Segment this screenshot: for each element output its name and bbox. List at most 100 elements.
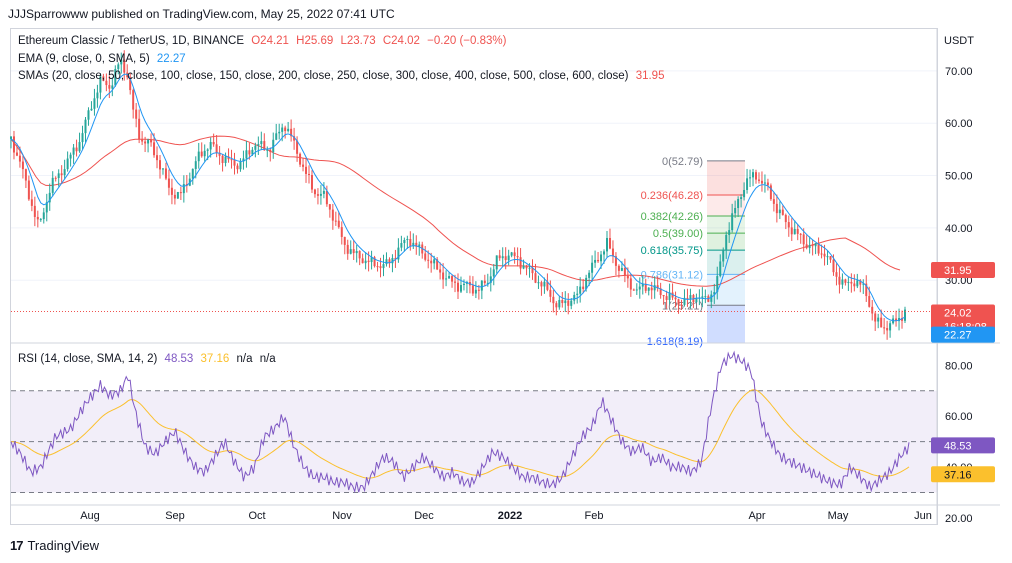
- candle-body: [313, 189, 316, 195]
- candle-body: [549, 289, 552, 297]
- fib-level-label: 0.382(42.26): [641, 211, 703, 223]
- candle-body: [12, 136, 15, 153]
- candle-body: [823, 253, 826, 257]
- price-tick-label: 30.00: [945, 275, 973, 287]
- candle-body: [597, 259, 600, 262]
- fib-retracement: 0(52.79) 0.236(46.28) 0.382(42.26) 0.5(39.0…: [641, 156, 745, 348]
- candle-body: [424, 253, 427, 260]
- candle-body: [442, 272, 445, 280]
- candle-body: [81, 133, 84, 143]
- candle-body: [409, 238, 412, 247]
- candle-body: [430, 260, 433, 264]
- candle-body: [325, 190, 328, 205]
- candle-body: [799, 233, 802, 235]
- candle-body: [543, 281, 546, 287]
- candle-body: [871, 306, 874, 314]
- candle-body: [480, 280, 483, 291]
- rsi-sma-badge: 37.16: [931, 466, 995, 483]
- candle-body: [87, 110, 90, 120]
- candle-body: [769, 185, 772, 200]
- candle-body: [728, 230, 731, 235]
- candle-body: [606, 238, 608, 252]
- candle-body: [147, 139, 150, 144]
- candle-body: [540, 282, 543, 287]
- rsi-tick-label: 60.00: [945, 411, 973, 423]
- candle-body: [242, 158, 245, 162]
- candle-body: [203, 150, 206, 157]
- change: −0.20 (−0.83%): [427, 35, 507, 47]
- candle-body: [635, 289, 638, 291]
- candle-body: [367, 260, 370, 263]
- candle-body: [495, 255, 498, 270]
- candle-body: [555, 303, 558, 308]
- candle-body: [448, 276, 451, 279]
- candle-body: [364, 260, 367, 264]
- ema-label: EMA (9, close, 0, SMA, 5): [18, 53, 150, 65]
- candle-body: [889, 323, 892, 331]
- rsi-na-1: n/a: [236, 353, 253, 365]
- rsi-badge: 48.53: [931, 437, 995, 454]
- candle-body: [775, 203, 778, 214]
- candle-body: [224, 156, 227, 163]
- candle-body: [659, 288, 662, 296]
- sma-legend: SMAs (20, close, 50, close, 100, close, …: [18, 70, 668, 82]
- candle-body: [564, 300, 567, 304]
- fib-level-label: 0.236(46.28): [641, 190, 703, 202]
- candle-body: [734, 208, 737, 214]
- candle-body: [623, 267, 626, 276]
- candle-body: [284, 127, 287, 132]
- rsi-sma-line: [10, 389, 910, 479]
- price-tick-label: 70.00: [945, 66, 973, 78]
- fib-zone: [707, 216, 745, 234]
- candle-body: [412, 242, 415, 247]
- candle-body: [18, 155, 21, 162]
- candle-body: [862, 283, 865, 285]
- candle-body: [144, 141, 147, 144]
- candle-body: [108, 85, 111, 89]
- candle-body: [331, 209, 334, 221]
- candle-body: [433, 259, 436, 264]
- fib-level-label: 1(25.21): [662, 300, 703, 312]
- candle-body: [534, 273, 537, 283]
- time-tick-label: Apr: [748, 510, 765, 522]
- candle-body: [588, 272, 591, 278]
- candle-body: [397, 247, 400, 260]
- candle-body: [206, 149, 209, 151]
- candle-body: [510, 252, 513, 256]
- candle-body: [66, 158, 69, 170]
- candle-body: [841, 279, 844, 285]
- candle-body: [793, 228, 796, 235]
- candle-body: [260, 141, 263, 145]
- candle-body: [644, 283, 647, 291]
- candle-body: [33, 205, 36, 217]
- candle-body: [737, 198, 740, 209]
- candle-body: [856, 280, 859, 287]
- candle-body: [75, 147, 78, 152]
- rsi-value: 48.53: [164, 353, 194, 365]
- time-tick-label: Sep: [165, 510, 185, 522]
- ohlc-open: O24.21: [251, 35, 289, 47]
- candle-body: [796, 228, 799, 234]
- candle-body: [603, 251, 606, 255]
- candle-body: [254, 145, 257, 150]
- candle-body: [766, 182, 769, 186]
- candle-body: [218, 152, 221, 156]
- candle-body: [501, 256, 504, 259]
- candle-body: [722, 249, 725, 262]
- main-legend: Ethereum Classic / TetherUS, 1D, BINANCE…: [18, 35, 510, 47]
- candle-body: [319, 193, 322, 196]
- candle-body: [880, 317, 883, 328]
- candle-body: [281, 127, 284, 132]
- candle-body: [334, 220, 337, 222]
- candle-body: [457, 282, 459, 292]
- time-tick-label: Aug: [80, 510, 100, 522]
- candle-body: [483, 280, 486, 284]
- candle-body: [471, 285, 474, 294]
- candle-body: [763, 182, 766, 184]
- candle-body: [877, 317, 880, 322]
- candle-body: [516, 256, 519, 258]
- candle-body: [436, 259, 439, 270]
- candle-body: [290, 128, 293, 137]
- candle-body: [594, 259, 597, 263]
